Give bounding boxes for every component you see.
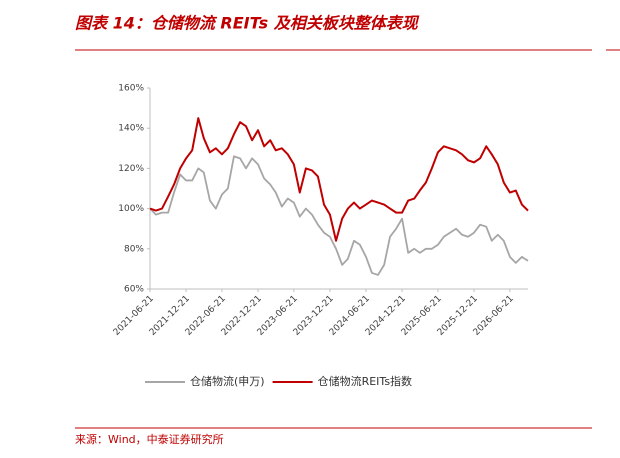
y-tick-label: 100% (118, 204, 144, 214)
y-tick-label: 140% (118, 124, 144, 134)
y-tick-label: 120% (118, 164, 144, 174)
series-line (149, 117, 529, 242)
figure-title: 图表 14：仓储物流 REITs 及相关板块整体表现 (75, 14, 420, 33)
series-line (149, 155, 529, 276)
y-tick-label: 60% (124, 285, 144, 295)
legend-label: 仓储物流(申万) (190, 374, 265, 388)
source: 来源：Wind，中泰证券研究所 (75, 432, 224, 446)
y-tick-label: 80% (124, 244, 144, 254)
y-tick-label: 160% (118, 84, 144, 94)
legend-label: 仓储物流REITs指数 (318, 374, 412, 388)
